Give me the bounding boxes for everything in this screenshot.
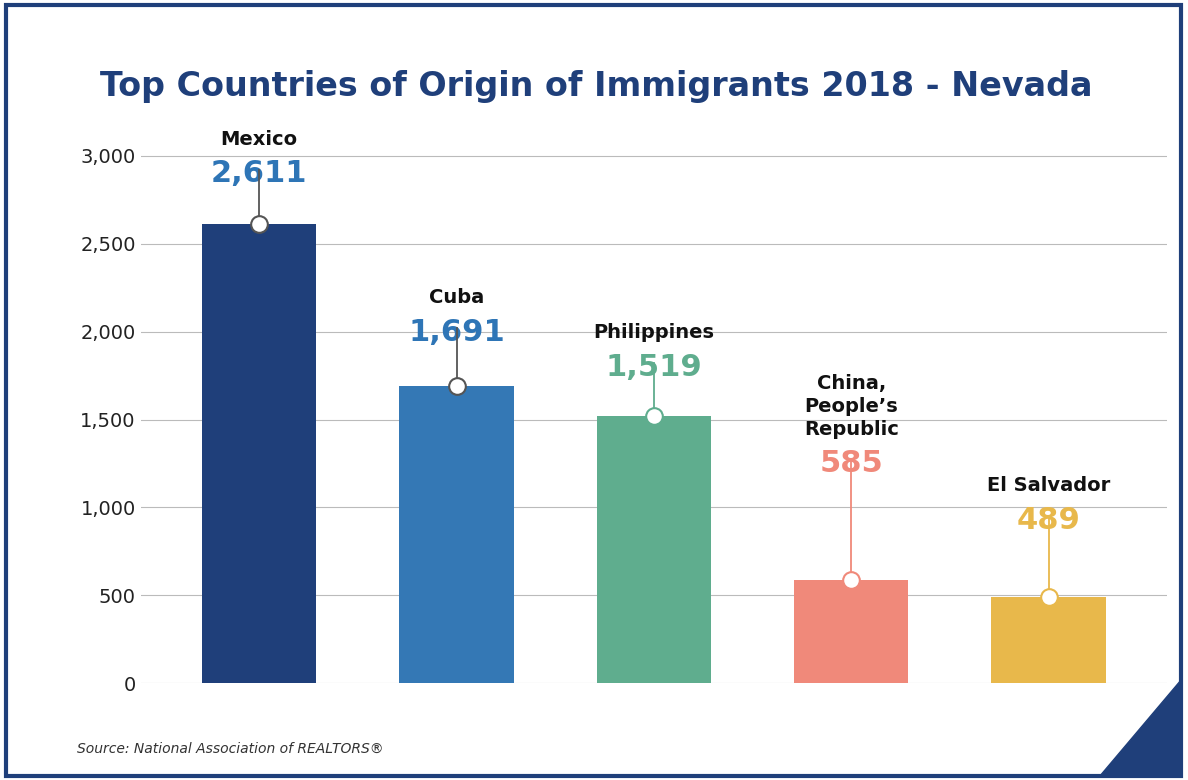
Bar: [399, 386, 513, 683]
Bar: [992, 597, 1106, 683]
Text: El Salvador: El Salvador: [987, 476, 1111, 495]
Bar: [794, 580, 909, 683]
Text: China,
People’s
Republic: China, People’s Republic: [804, 374, 898, 439]
Text: 1,691: 1,691: [409, 317, 505, 346]
Text: 489: 489: [1017, 505, 1081, 535]
Bar: [596, 417, 712, 683]
Bar: [202, 224, 316, 683]
Text: 1,519: 1,519: [606, 353, 702, 381]
Text: Philippines: Philippines: [593, 323, 714, 342]
Text: Top Countries of Origin of Immigrants 2018 - Nevada: Top Countries of Origin of Immigrants 20…: [100, 69, 1092, 103]
Text: Cuba: Cuba: [429, 288, 485, 307]
Text: 585: 585: [820, 449, 883, 478]
Text: 2,611: 2,611: [211, 159, 308, 188]
Text: Mexico: Mexico: [221, 129, 298, 149]
Text: Source: National Association of REALTORS®: Source: National Association of REALTORS…: [77, 742, 384, 756]
